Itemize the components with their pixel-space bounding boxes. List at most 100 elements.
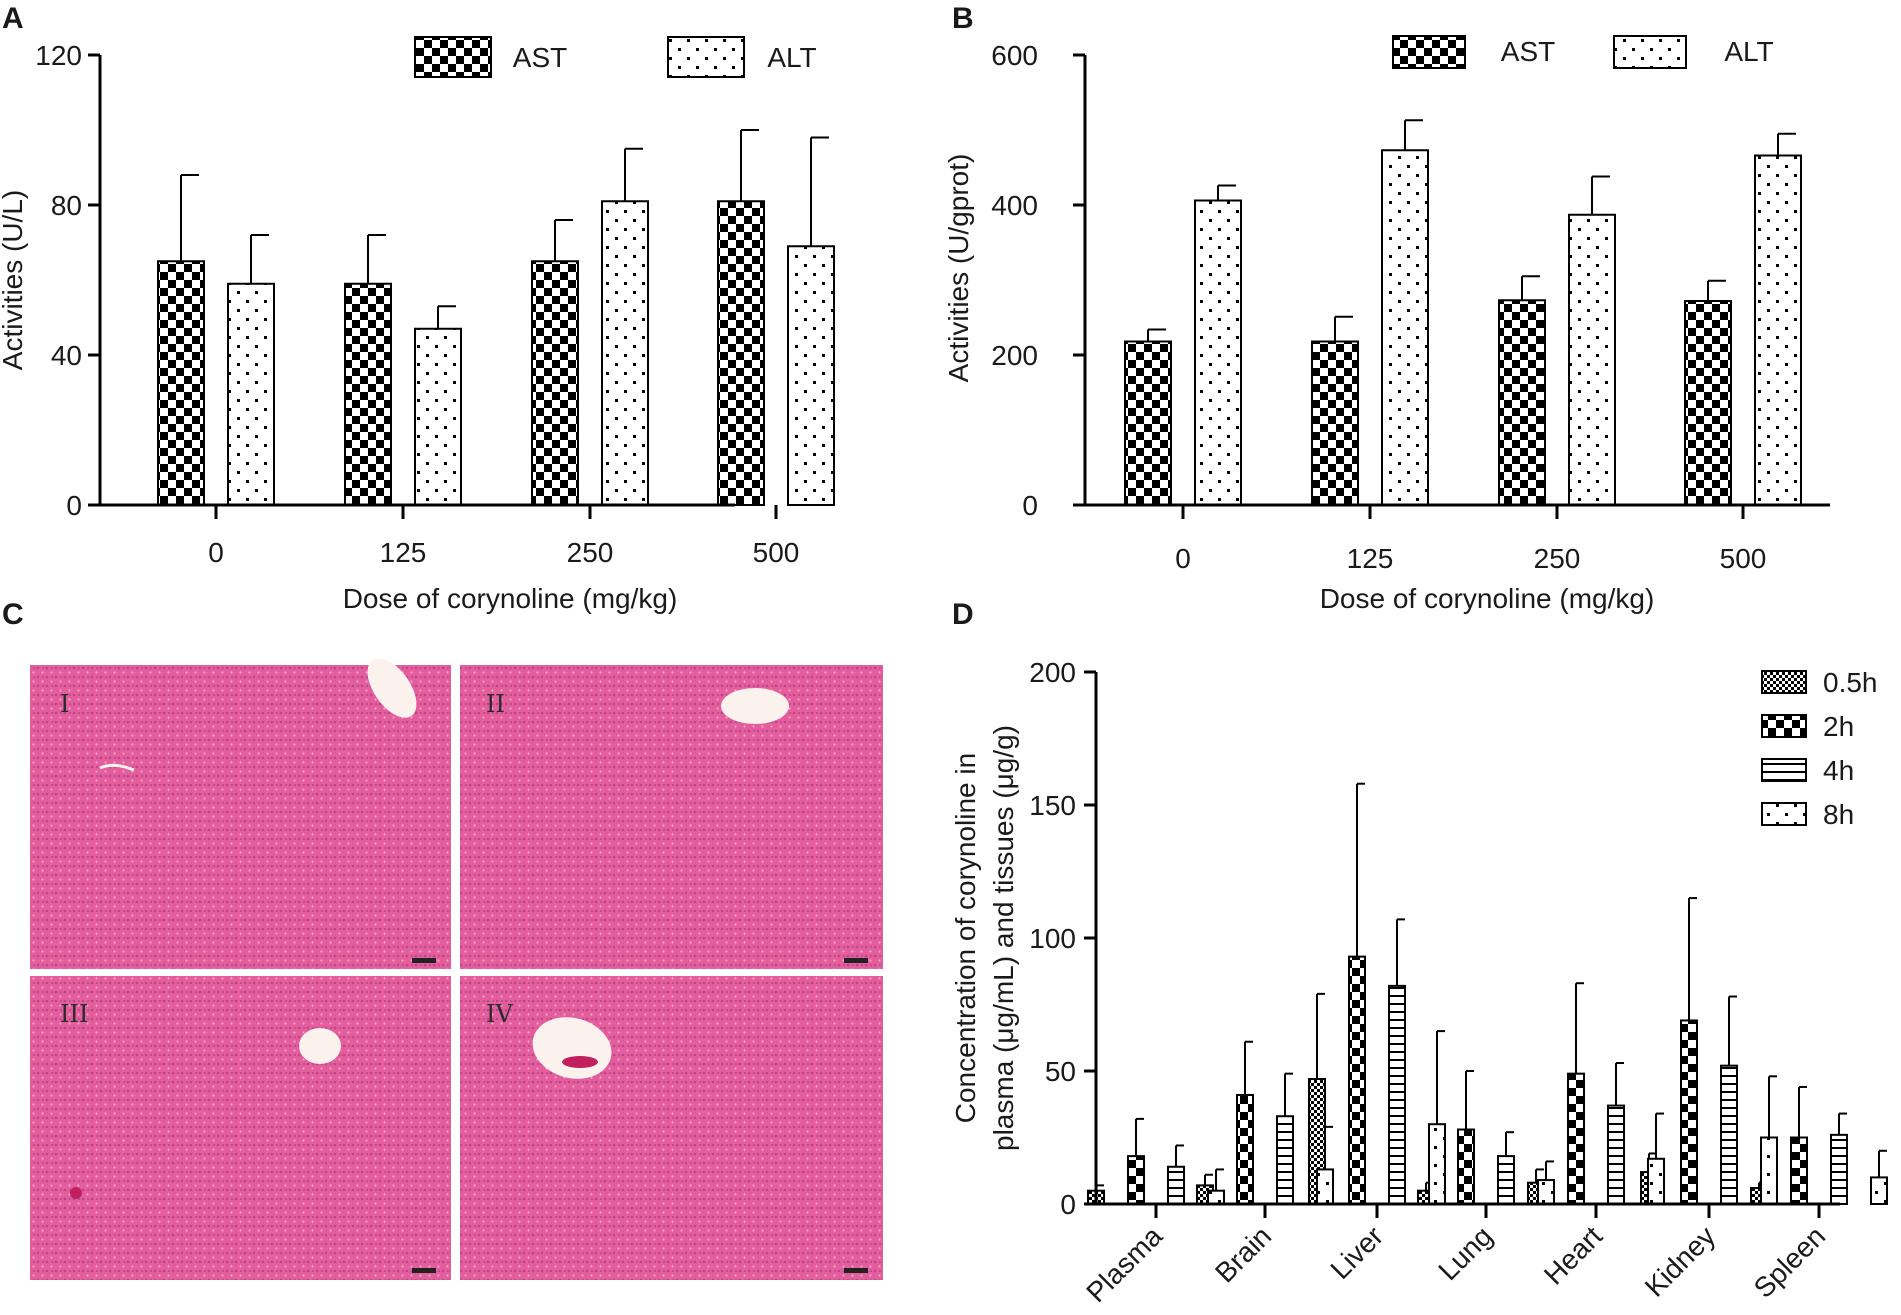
x-tick-label-Heart: Heart [1538, 1220, 1608, 1290]
y-tick-label-0: 0 [66, 490, 82, 521]
bar-ALT-125 [1381, 149, 1429, 506]
bar-ALT-500 [787, 245, 835, 506]
bar-8h-Lung [1537, 1179, 1555, 1206]
legend-label-8h: 8h [1823, 799, 1854, 830]
bar-AST-0 [157, 260, 205, 506]
panel-letter-d: D [952, 598, 974, 631]
chart-b: 0 200 400 600 0 125 250 500 Dose of corynoline (… [943, 35, 1830, 614]
legend-swatch-ALT [667, 36, 745, 78]
histology-image-2: II [460, 665, 883, 969]
legend-label-AST: AST [513, 42, 567, 73]
x-tick-label-0: 0 [208, 537, 224, 568]
panel-letter-a: A [2, 2, 24, 35]
bar-2h-Kidney [1680, 1019, 1698, 1206]
histology-image-1: I [30, 658, 451, 969]
legend-swatch-AST [414, 36, 492, 78]
bar-4h-Spleen [1830, 1133, 1848, 1205]
histology-label-1: I [60, 690, 69, 718]
y-tick-label-40: 40 [51, 340, 82, 371]
y-axis-title-line-1: Concentration of corynoline in [950, 753, 981, 1123]
histology-label-2: II [486, 690, 505, 718]
x-tick-label-250: 250 [567, 537, 614, 568]
bar-8h-Heart [1647, 1157, 1665, 1206]
histology-label-4: IV [486, 1000, 513, 1028]
y-tick-label-0: 0 [1060, 1189, 1076, 1220]
bar-AST-500 [717, 200, 765, 506]
legend-label-4h: 4h [1823, 755, 1854, 786]
bar-2h-Plasma [1127, 1155, 1145, 1205]
y-axis-title-line-2: plasma (μg/mL) and tissues (μg/g) [988, 725, 1019, 1151]
chart-a: 0 40 80 120 0 125 250 500 Dose of corynoline (mg… [0, 36, 835, 614]
chart-d: 0 50 100 150 200 Plasma Brain Liver Lung Heart Kid… [950, 657, 1888, 1308]
y-axis-title: Activities (U/L) [0, 190, 28, 370]
histology-label-3: III [60, 1000, 88, 1028]
bar-8h-Spleen [1870, 1176, 1888, 1206]
bar-8h-Brain [1316, 1168, 1334, 1206]
bar-2h-Brain [1236, 1093, 1254, 1205]
bar-ALT-250 [601, 200, 649, 506]
legend-swatch-AST [1392, 35, 1466, 69]
y-tick-label-0: 0 [1022, 490, 1038, 521]
legend-label-2h: 2h [1823, 711, 1854, 742]
bar-8h-Liver [1428, 1123, 1446, 1205]
bar-ALT-0 [227, 282, 275, 506]
bar-ALT-500 [1754, 154, 1802, 506]
bar-4h-Liver [1388, 984, 1406, 1205]
legend-swatch-0.5h [1761, 670, 1807, 694]
bar-AST-125 [344, 282, 392, 506]
bar-ALT-250 [1568, 213, 1616, 506]
y-axis-title: Activities (U/gprot) [943, 154, 974, 383]
x-tick-label-Brain: Brain [1209, 1220, 1277, 1288]
bar-AST-0 [1124, 340, 1172, 506]
legend-label-ALT: ALT [767, 42, 816, 73]
bar-4h-Heart [1607, 1104, 1625, 1205]
bar-8h-Kidney [1760, 1136, 1778, 1205]
bar-AST-250 [1498, 299, 1546, 506]
legend-swatch-4h [1761, 758, 1807, 782]
y-tick-label-200: 200 [991, 340, 1038, 371]
x-tick-label-500: 500 [1720, 543, 1767, 574]
x-tick-label-0: 0 [1175, 543, 1191, 574]
x-tick-label-Lung: Lung [1432, 1220, 1498, 1286]
bar-AST-500 [1684, 300, 1732, 506]
x-tick-label-250: 250 [1534, 543, 1581, 574]
x-tick-label-Kidney: Kidney [1639, 1220, 1721, 1302]
legend-swatch-8h [1761, 802, 1807, 826]
y-tick-label-200: 200 [1029, 657, 1076, 688]
bar-2h-Spleen [1790, 1136, 1808, 1205]
legend-label-AST: AST [1501, 36, 1555, 67]
histology-image-4: IV [460, 976, 883, 1280]
bar-2h-Heart [1567, 1072, 1585, 1206]
x-axis-title: Dose of corynoline (mg/kg) [343, 583, 678, 614]
y-tick-label-100: 100 [1029, 923, 1076, 954]
y-tick-label-600: 600 [991, 40, 1038, 71]
legend-swatch-2h [1761, 714, 1807, 738]
histology-panel: I II III IV [30, 658, 883, 1280]
histology-image-3: III [30, 976, 451, 1280]
x-tick-label-500: 500 [753, 537, 800, 568]
y-tick-label-150: 150 [1029, 790, 1076, 821]
bar-ALT-125 [414, 327, 462, 506]
bar-AST-250 [531, 260, 579, 506]
panel-letter-c: C [2, 598, 24, 631]
bar-4h-Plasma [1167, 1165, 1185, 1206]
bar-2h-Lung [1457, 1128, 1475, 1206]
x-axis-title: Dose of corynoline (mg/kg) [1320, 583, 1655, 614]
legend-label-0.5h: 0.5h [1823, 667, 1878, 698]
bar-2h-Liver [1348, 955, 1366, 1205]
y-tick-label-80: 80 [51, 190, 82, 221]
legend-label-ALT: ALT [1724, 36, 1773, 67]
x-tick-label-Spleen: Spleen [1748, 1220, 1832, 1304]
y-tick-label-400: 400 [991, 190, 1038, 221]
x-tick-label-125: 125 [1347, 543, 1394, 574]
bar-4h-Kidney [1720, 1064, 1738, 1206]
bar-8h-Plasma [1207, 1189, 1225, 1205]
x-tick-label-Plasma: Plasma [1080, 1220, 1168, 1308]
bar-4h-Brain [1276, 1115, 1294, 1205]
bar-ALT-0 [1194, 199, 1242, 506]
bar-AST-125 [1311, 340, 1359, 506]
y-tick-label-50: 50 [1045, 1056, 1076, 1087]
y-tick-label-120: 120 [35, 40, 82, 71]
x-tick-label-Liver: Liver [1324, 1220, 1389, 1285]
